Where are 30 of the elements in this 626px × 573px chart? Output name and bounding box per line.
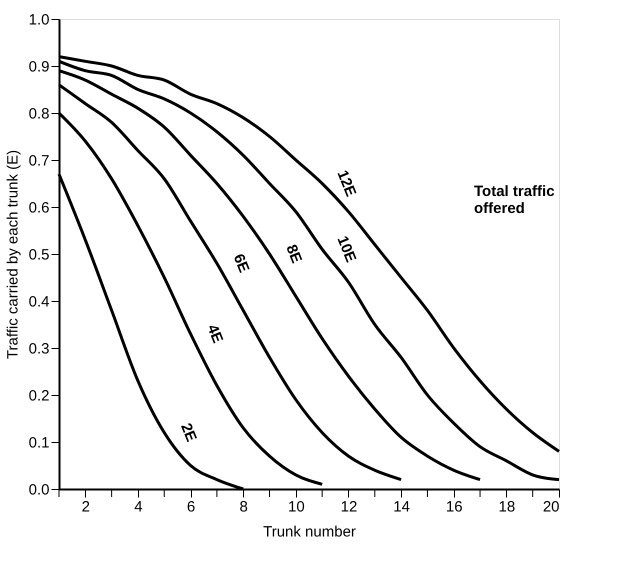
y-tick-label: 0.6: [28, 200, 50, 216]
x-axis-title: Trunk number: [263, 524, 356, 540]
x-tick-label: 4: [134, 498, 143, 516]
y-tick-label: 0.9: [28, 58, 50, 76]
text: 12E: [334, 168, 360, 199]
x-tick-label: 18: [498, 498, 516, 516]
y-tick-label: 0.2: [28, 388, 50, 404]
text: 10E: [334, 234, 360, 265]
x-tick-label: 10: [288, 498, 305, 516]
x-tick-label: 2: [82, 498, 90, 516]
y-tick-label: 0.1: [28, 434, 50, 452]
y-tick-label: 0.0: [28, 482, 50, 498]
y-tick-label: 0.4: [28, 294, 50, 310]
text: 2E: [177, 420, 200, 444]
y-tick-label: 0.5: [28, 246, 50, 264]
x-tick-label: 16: [446, 498, 463, 516]
y-tick-label: 0.7: [28, 152, 50, 170]
x-tick-label: 12: [340, 498, 358, 516]
annotation: Total traffic offered: [474, 183, 555, 217]
y-tick-label: 1.0: [28, 12, 50, 28]
y-tick-label: 0.3: [28, 340, 50, 358]
x-tick-label: 6: [186, 498, 196, 516]
text: 6E: [230, 252, 252, 276]
x-tick-label: 14: [393, 498, 410, 516]
text: 4E: [203, 322, 226, 346]
y-tick-label: 0.8: [28, 106, 50, 122]
y-axis-title: Traffic carried by each trunk (E): [4, 150, 22, 360]
x-tick-label: 20: [542, 498, 560, 516]
x-tick-label: 8: [240, 498, 248, 516]
text: 8E: [282, 242, 306, 266]
